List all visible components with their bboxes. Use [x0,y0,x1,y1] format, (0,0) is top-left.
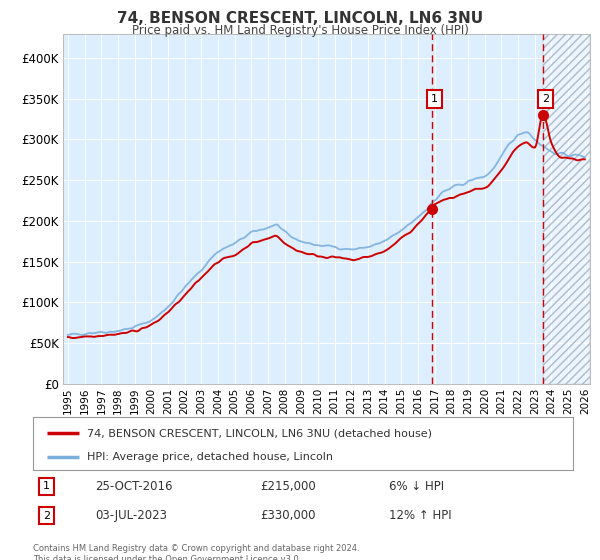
Bar [543,34,590,384]
Text: £215,000: £215,000 [260,480,316,493]
Text: 6% ↓ HPI: 6% ↓ HPI [389,480,445,493]
Text: Price paid vs. HM Land Registry's House Price Index (HPI): Price paid vs. HM Land Registry's House … [131,24,469,36]
Text: £330,000: £330,000 [260,509,316,522]
Text: 2: 2 [43,511,50,521]
Text: HPI: Average price, detached house, Lincoln: HPI: Average price, detached house, Linc… [87,452,333,462]
Text: 2: 2 [542,94,549,104]
Text: 12% ↑ HPI: 12% ↑ HPI [389,509,452,522]
Text: 1: 1 [431,94,438,104]
Text: 1: 1 [43,482,50,492]
Text: Contains HM Land Registry data © Crown copyright and database right 2024.
This d: Contains HM Land Registry data © Crown c… [33,544,359,560]
Bar [543,34,590,384]
Text: 03-JUL-2023: 03-JUL-2023 [95,509,167,522]
Text: 25-OCT-2016: 25-OCT-2016 [95,480,173,493]
Text: 74, BENSON CRESCENT, LINCOLN, LN6 3NU: 74, BENSON CRESCENT, LINCOLN, LN6 3NU [117,11,483,26]
Text: 74, BENSON CRESCENT, LINCOLN, LN6 3NU (detached house): 74, BENSON CRESCENT, LINCOLN, LN6 3NU (d… [87,428,432,438]
